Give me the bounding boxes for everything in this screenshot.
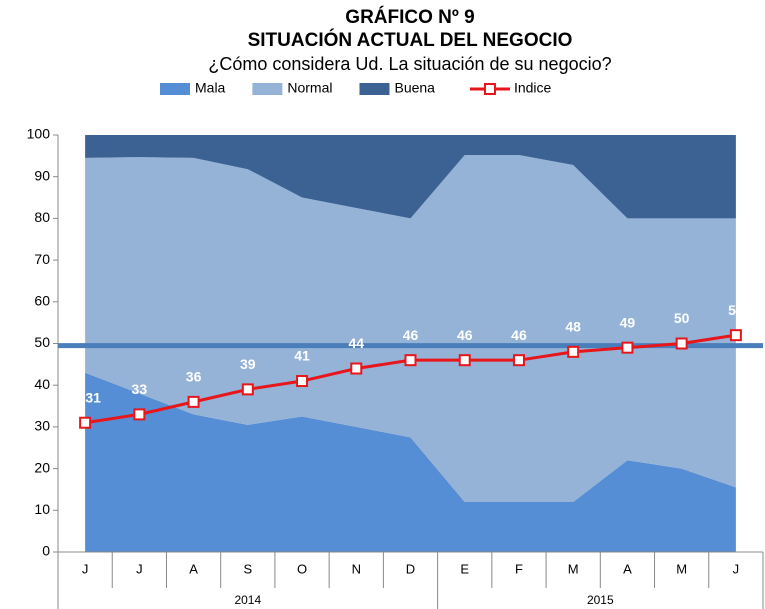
y-tick-label: 0 xyxy=(42,543,50,559)
index-marker xyxy=(133,408,146,421)
x-group-label: 2015 xyxy=(587,593,614,607)
data-label: 46 xyxy=(403,327,419,343)
data-label: 39 xyxy=(240,356,256,372)
x-tick-label: J xyxy=(136,561,143,576)
y-tick-label: 30 xyxy=(34,418,50,434)
x-tick-label: N xyxy=(352,561,361,576)
index-marker xyxy=(621,341,634,354)
index-marker xyxy=(729,329,742,342)
data-label: 44 xyxy=(348,335,364,351)
data-label: 52 xyxy=(728,302,744,318)
legend-label: Mala xyxy=(195,80,226,96)
y-tick-label: 90 xyxy=(34,167,50,183)
x-tick-label: E xyxy=(460,561,469,576)
x-tick-label: F xyxy=(515,561,523,576)
x-group-label: 2014 xyxy=(234,593,261,607)
index-marker xyxy=(241,383,254,396)
chart-title: GRÁFICO Nº 9 xyxy=(345,6,474,28)
y-tick-label: 70 xyxy=(34,251,50,267)
x-tick-label: M xyxy=(568,561,579,576)
data-label: 46 xyxy=(511,327,527,343)
x-tick-label: J xyxy=(733,561,740,576)
y-tick-label: 10 xyxy=(34,501,50,517)
index-marker xyxy=(567,345,580,358)
data-label: 31 xyxy=(85,389,101,405)
chart-question: ¿Cómo considera Ud. La situación de su n… xyxy=(208,54,611,74)
area xyxy=(85,155,736,502)
data-label: 36 xyxy=(186,369,202,385)
y-tick-label: 80 xyxy=(34,209,50,225)
index-marker xyxy=(512,354,525,367)
index-marker xyxy=(296,375,309,388)
legend-label: Indice xyxy=(514,80,552,96)
x-tick-label: A xyxy=(189,561,198,576)
index-marker xyxy=(675,337,688,350)
data-label: 48 xyxy=(565,319,581,335)
y-tick-label: 100 xyxy=(27,126,51,142)
legend-swatch xyxy=(252,83,283,95)
y-tick-label: 60 xyxy=(34,293,50,309)
y-tick-label: 20 xyxy=(34,459,50,475)
x-tick-label: D xyxy=(406,561,415,576)
index-marker xyxy=(350,362,363,375)
index-marker xyxy=(79,416,92,429)
data-label: 41 xyxy=(294,348,310,364)
index-marker xyxy=(404,354,417,367)
legend-swatch xyxy=(359,83,390,95)
x-tick-label: M xyxy=(676,561,687,576)
legend-label: Buena xyxy=(394,80,435,96)
legend-marker xyxy=(483,83,496,95)
y-tick-label: 40 xyxy=(34,376,50,392)
data-label: 33 xyxy=(132,381,148,397)
x-tick-label: S xyxy=(243,561,252,576)
legend-label: Normal xyxy=(287,80,332,96)
area xyxy=(85,372,736,552)
legend-swatch xyxy=(160,83,190,95)
data-label: 49 xyxy=(620,314,636,330)
data-label: 46 xyxy=(457,327,473,343)
x-tick-label: O xyxy=(297,561,307,576)
index-marker xyxy=(187,395,200,408)
chart-subtitle: SITUACIÓN ACTUAL DEL NEGOCIO xyxy=(248,29,573,51)
y-tick-label: 50 xyxy=(34,334,50,350)
index-marker xyxy=(458,354,471,367)
x-tick-label: A xyxy=(623,561,632,576)
x-tick-label: J xyxy=(82,561,89,576)
area xyxy=(85,135,736,219)
data-label: 50 xyxy=(674,310,690,326)
